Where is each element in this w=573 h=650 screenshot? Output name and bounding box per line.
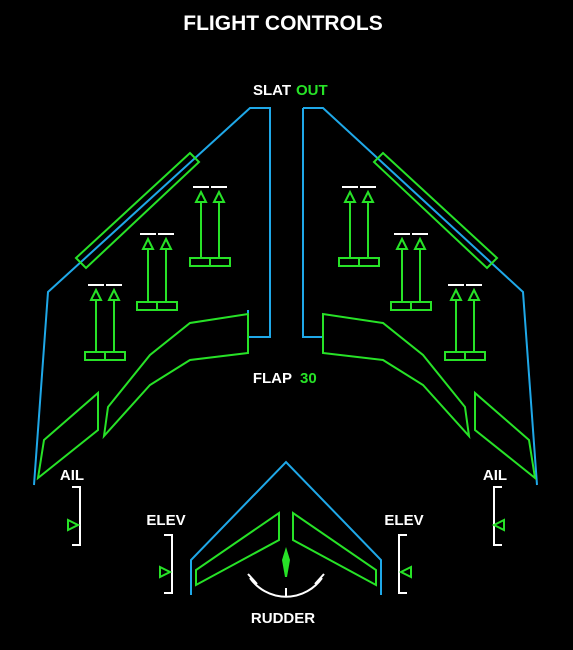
spoiler-10 (412, 233, 428, 303)
right-elevator-pointer-icon (398, 565, 412, 579)
spoiler-5 (193, 186, 209, 259)
up-arrow-icon (467, 287, 481, 301)
spoiler-7 (342, 186, 358, 259)
left-wing-outline-root (250, 107, 271, 338)
spoiler-8 (360, 186, 376, 259)
left-inboard-flap (102, 312, 249, 440)
right-elevator-scale (398, 534, 412, 594)
flap-label: FLAP (253, 370, 292, 387)
up-arrow-icon (361, 189, 375, 203)
right-elevator (292, 511, 377, 587)
right-aileron (474, 390, 537, 481)
spoiler-6 (211, 186, 227, 259)
left-elevator (195, 511, 280, 587)
right-aileron-pointer-icon (491, 518, 505, 532)
up-arrow-icon (343, 189, 357, 203)
rudder-needle-icon (282, 547, 290, 577)
left-aileron (36, 390, 99, 481)
spoiler-1 (88, 284, 104, 353)
up-arrow-icon (141, 236, 155, 250)
left-elevator-scale (159, 534, 173, 594)
up-arrow-icon (107, 287, 121, 301)
tail-outline (190, 460, 382, 595)
right-slat (372, 151, 499, 270)
spoiler-12 (466, 284, 482, 353)
up-arrow-icon (413, 236, 427, 250)
left-aileron-pointer-icon (67, 518, 81, 532)
spoiler-11 (448, 284, 464, 353)
right-aileron-scale (491, 486, 505, 546)
spoiler-2 (106, 284, 122, 353)
left-elevator-pointer-icon (159, 565, 173, 579)
up-arrow-icon (395, 236, 409, 250)
ail-left-label: AIL (60, 467, 84, 484)
rudder-tick-right (314, 573, 325, 585)
spoiler-9 (394, 233, 410, 303)
elev-left-label: ELEV (146, 512, 185, 529)
slat-label: SLAT (253, 82, 291, 99)
right-inboard-flap (322, 312, 471, 440)
left-wing-outline (33, 107, 271, 486)
up-arrow-icon (89, 287, 103, 301)
up-arrow-icon (449, 287, 463, 301)
rudder-tick-left (247, 573, 258, 585)
slat-value: OUT (296, 82, 328, 99)
rudder-label: RUDDER (251, 610, 315, 627)
right-wing-outline (302, 107, 538, 486)
left-slat (74, 151, 201, 270)
flap-value: 30 (300, 370, 317, 387)
ail-right-label: AIL (483, 467, 507, 484)
left-aileron-scale (67, 486, 81, 546)
page-title: FLIGHT CONTROLS (183, 12, 382, 35)
up-arrow-icon (212, 189, 226, 203)
up-arrow-icon (159, 236, 173, 250)
elev-right-label: ELEV (384, 512, 423, 529)
spoiler-3 (140, 233, 156, 303)
spoiler-4 (158, 233, 174, 303)
spoiler-panels (84, 186, 486, 361)
up-arrow-icon (194, 189, 208, 203)
